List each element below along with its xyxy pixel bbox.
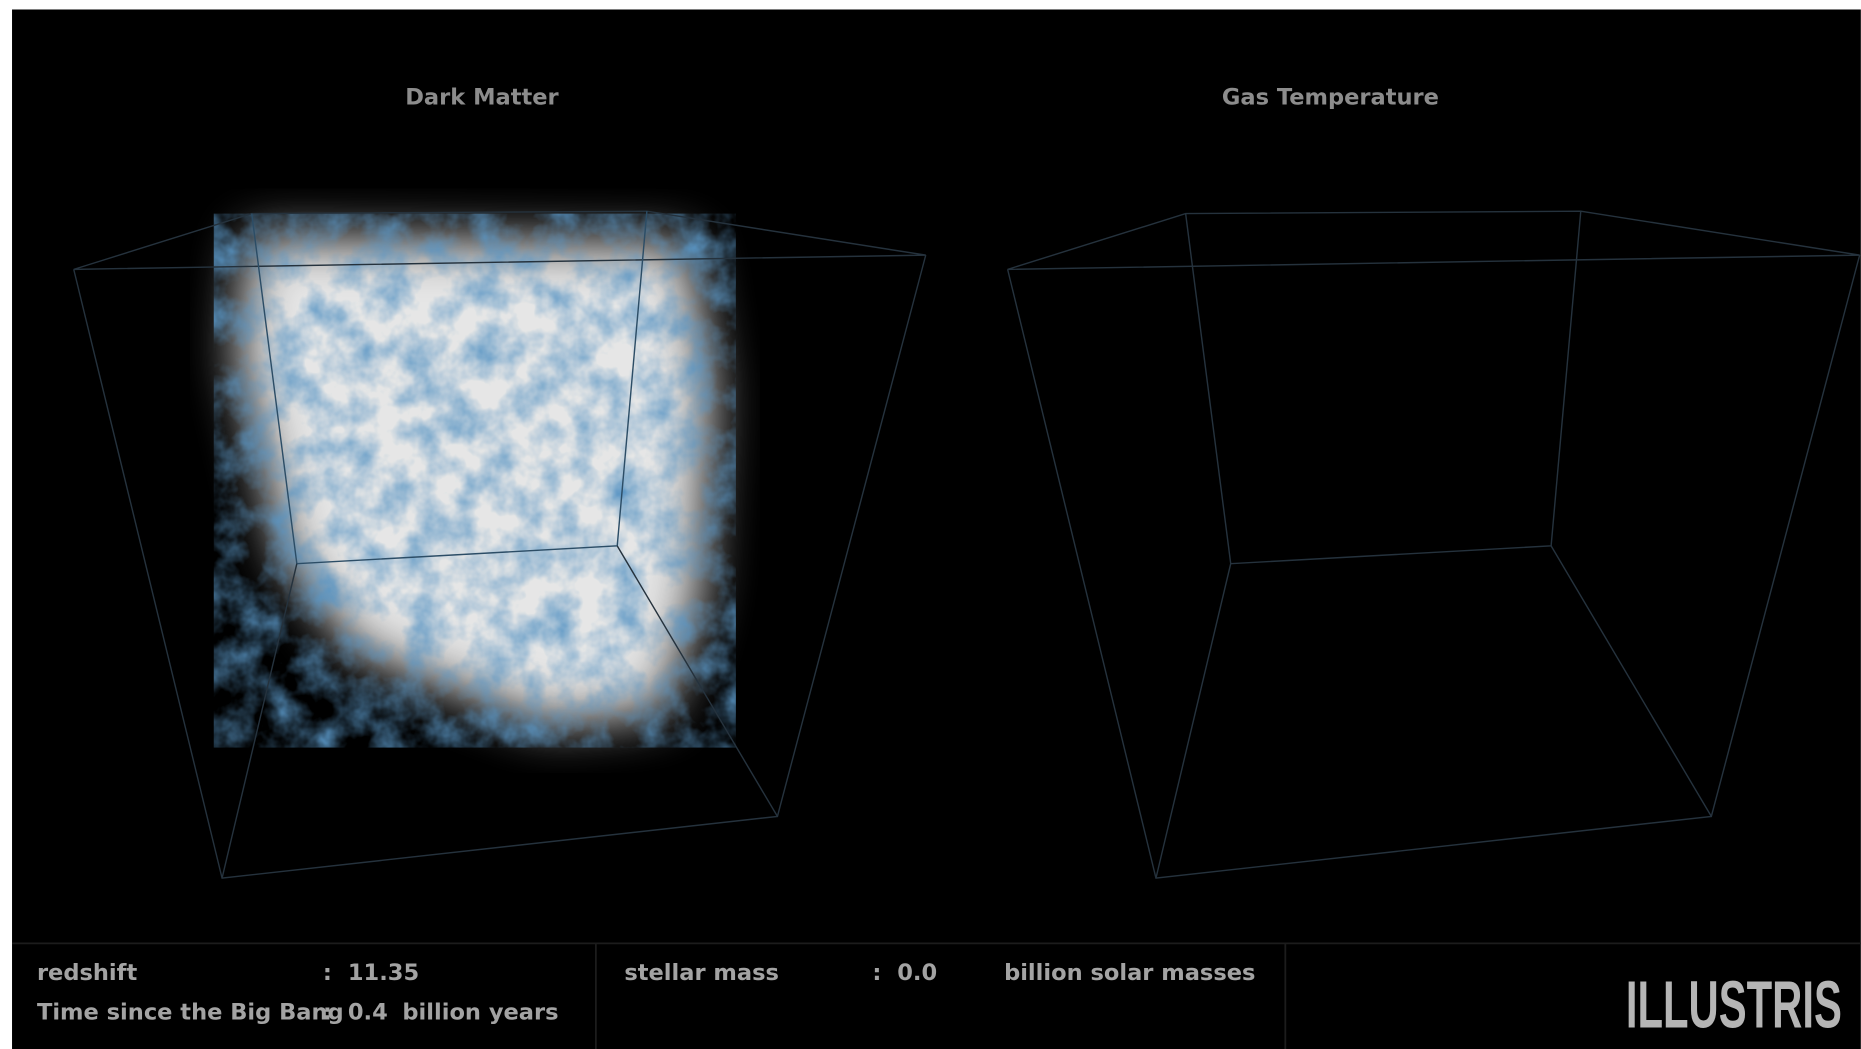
info-value: 11.35 (348, 960, 419, 986)
info-separator: : (323, 960, 332, 986)
logo: ILLUSTRIS (1626, 969, 1842, 1043)
info-unit: billion years (402, 999, 558, 1025)
panel-title: Gas Temperature (1222, 84, 1439, 110)
info-label: stellar mass (624, 960, 779, 986)
info-label: Time since the Big Bang (37, 999, 344, 1025)
info-separator: : (872, 960, 881, 986)
info-value: 0.4 (348, 999, 388, 1025)
dark-matter-render (213, 213, 736, 748)
panel-title: Dark Matter (405, 84, 559, 110)
cube-wireframe (1006, 210, 1861, 879)
info-value: 0.0 (897, 960, 937, 986)
cube-wireframe (73, 210, 927, 879)
info-separator: : (323, 999, 332, 1025)
info-unit: billion solar masses (1004, 960, 1255, 986)
info-label: redshift (37, 960, 137, 986)
